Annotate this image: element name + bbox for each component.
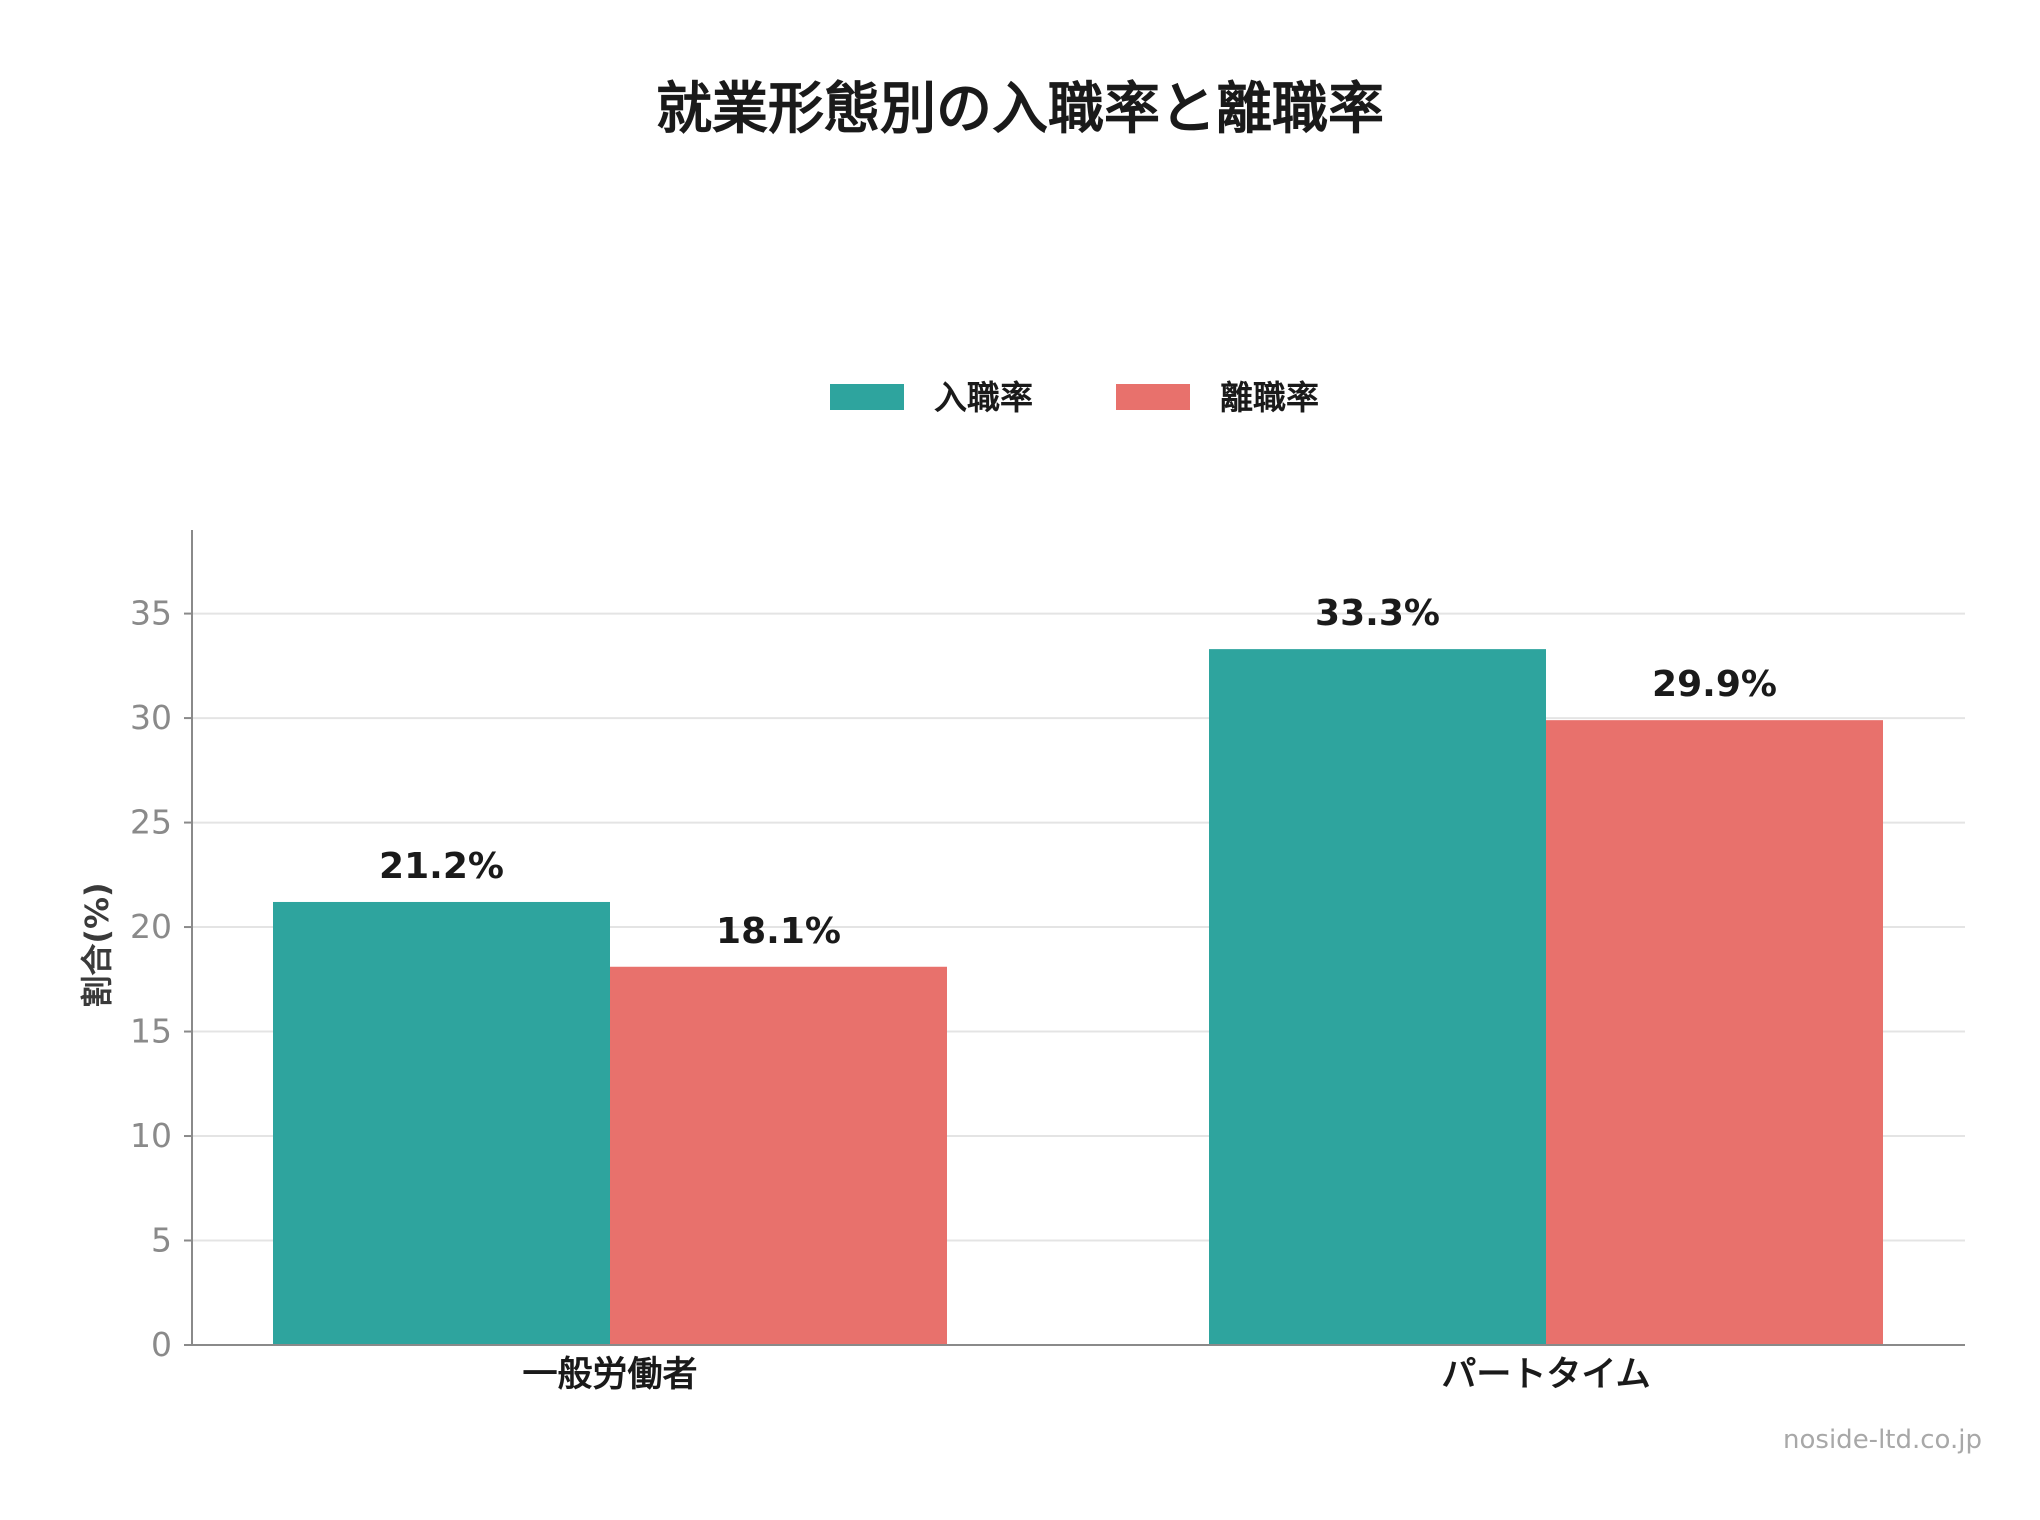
bars (273, 649, 1883, 1345)
x-tick-label: 一般労働者 (522, 1355, 697, 1395)
data-label: 21.2% (379, 846, 504, 887)
legend-swatch (830, 384, 904, 410)
y-axis-label: 割合(%) (78, 882, 116, 1007)
legend-swatch (1116, 384, 1190, 410)
y-tick-label: 10 (130, 1116, 172, 1155)
y-tick-label: 15 (130, 1012, 172, 1051)
x-tick-label: パートタイム (1441, 1355, 1650, 1395)
axes (191, 530, 1965, 1346)
legend-label: 離職率 (1220, 378, 1319, 417)
data-label: 33.3% (1315, 593, 1440, 634)
bar-separation-rate-2 (1546, 720, 1883, 1345)
y-tick-label: 35 (130, 594, 172, 633)
y-tick-label: 25 (130, 803, 172, 842)
bar-hiring-rate-2 (1209, 649, 1546, 1345)
y-tick-label: 30 (130, 698, 172, 737)
legend-label: 入職率 (934, 378, 1033, 417)
y-tick-labels: 0 5 10 15 20 25 30 35 (130, 594, 172, 1364)
y-tick-label: 20 (130, 907, 172, 946)
y-tick-label: 0 (151, 1325, 172, 1364)
data-label: 18.1% (716, 911, 841, 952)
legend: 入職率 離職率 (830, 378, 1319, 417)
bar-hiring-rate-1 (273, 901, 610, 1345)
x-tick-labels: 一般労働者 パートタイム (522, 1355, 1650, 1395)
data-labels: 21.2% 33.3% 18.1% 29.9% (379, 593, 1777, 952)
data-label: 29.9% (1652, 664, 1777, 705)
watermark: noside-ltd.co.jp (1783, 1425, 1982, 1455)
bar-separation-rate-1 (610, 966, 947, 1345)
y-tick-label: 5 (151, 1221, 172, 1260)
chart-title: 就業形態別の入職率と離職率 (656, 77, 1384, 142)
